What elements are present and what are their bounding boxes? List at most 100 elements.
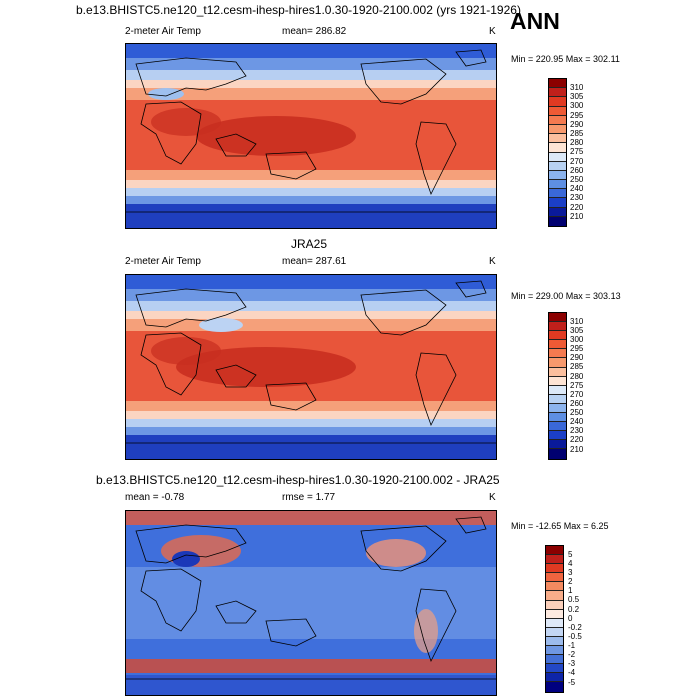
panel3-minmax: Min = -12.65 Max = 6.25 (511, 521, 609, 531)
coast-australia (265, 382, 317, 411)
warm-pool (196, 116, 356, 156)
panel3-cb-label: -0.2 (568, 623, 582, 632)
panel2-swatch (549, 367, 566, 377)
panel2-swatch (549, 431, 566, 441)
band-antarctica (126, 204, 496, 228)
season-label: ANN (510, 8, 560, 34)
panel1-swatch (549, 115, 566, 125)
band-mild-south (126, 180, 496, 190)
panel1-cb-label: 295 (570, 111, 584, 120)
panel2-left-label: 2-meter Air Temp (125, 256, 201, 267)
panel3-colorbar (545, 545, 564, 693)
band-subpolar-south (126, 196, 496, 206)
band-mild-north (126, 80, 496, 90)
panel2-swatch (549, 322, 566, 332)
panel1-swatch (549, 124, 566, 135)
panel3-map (125, 510, 497, 696)
panel3-swatch (546, 591, 563, 601)
band-subpolar-north (126, 58, 496, 72)
panel2-cb-label: 310 (570, 317, 584, 326)
panel2-swatch (549, 440, 566, 450)
panel3-swatch (546, 564, 563, 574)
panel1-swatch (549, 207, 566, 217)
panel2-cb-label: 230 (570, 426, 584, 435)
panel3-cb-label: -1 (568, 641, 576, 650)
coast-north-america (360, 58, 447, 105)
panel1-map-svg (126, 44, 496, 228)
band-warm-south (126, 401, 496, 413)
tibet-cold-spot (199, 318, 243, 332)
panel2-swatch (549, 422, 566, 432)
panel3-cb-label: -4 (568, 668, 576, 677)
panel2-colorbar (548, 312, 567, 460)
panel2-minmax: Min = 229.00 Max = 303.13 (511, 291, 621, 301)
panel2-map (125, 274, 497, 460)
panel1-cb-label: 220 (570, 203, 584, 212)
panel3-swatch (546, 600, 563, 610)
panel1-map (125, 43, 497, 229)
panel3-title: b.e13.BHISTC5.ne120_t12.cesm-ihesp-hires… (96, 473, 500, 487)
panel1-swatch (549, 134, 566, 144)
coast-eurasia (135, 288, 247, 328)
coastlines (126, 49, 496, 213)
africa-hot-spot (151, 108, 221, 136)
panel3-map-svg (126, 511, 496, 695)
panel2-swatch (549, 331, 566, 341)
panel2-swatch (549, 349, 566, 359)
panel1-cb-label: 290 (570, 120, 584, 129)
panel3-cb-label: 4 (568, 559, 573, 568)
panel2-swatch (549, 385, 566, 395)
panel3-swatch (546, 664, 563, 674)
panel1-swatch (549, 97, 566, 107)
warm-pool (176, 347, 356, 387)
panel3-rmse-label: rmse = 1.77 (282, 492, 336, 503)
panel3-cb-label: -5 (568, 678, 576, 687)
panel2-cb-label: 285 (570, 362, 584, 371)
panel1-cb-label: 270 (570, 157, 584, 166)
panel3-swatch (546, 636, 563, 647)
panel2-cb-label: 280 (570, 372, 584, 381)
panel1-cb-label: 285 (570, 129, 584, 138)
coast-south-america (415, 352, 457, 427)
diff-samerica (414, 609, 438, 653)
panel2-cb-label: 295 (570, 344, 584, 353)
diff-eurasia-warm (161, 535, 241, 567)
panel2-cb-label: 275 (570, 381, 584, 390)
panel1-swatch (549, 161, 566, 171)
panel2-swatch (549, 403, 566, 414)
panel2-swatch (549, 376, 566, 386)
panel1-cb-label: 240 (570, 184, 584, 193)
band-warm-north (126, 88, 496, 102)
panel3-cb-label: 0.5 (568, 595, 580, 604)
coast-eurasia (135, 524, 247, 564)
panel3-swatch (546, 555, 563, 565)
panel3-cb-label: -2 (568, 650, 576, 659)
panel1-colorbar (548, 78, 567, 227)
coast-africa (140, 568, 202, 632)
panel3-swatch (546, 627, 563, 637)
diff-namerica-warm (366, 539, 426, 567)
panel1-swatch (549, 79, 566, 89)
panel2-swatch (549, 449, 566, 459)
panel3-cb-label: 2 (568, 577, 573, 586)
panel2-cb-label: 300 (570, 335, 584, 344)
coastlines (126, 280, 496, 444)
band-mild-north (126, 311, 496, 321)
panel1-cb-label: 210 (570, 212, 584, 221)
panel2-cb-label: 290 (570, 353, 584, 362)
diff-tibet-cold (172, 551, 200, 567)
band-cool-south (126, 419, 496, 429)
panel1-cb-label: 250 (570, 175, 584, 184)
panel2-swatch (549, 313, 566, 323)
panel3-swatch (546, 673, 563, 683)
panel3-swatch (546, 609, 563, 619)
panel1-swatch (549, 152, 566, 162)
coast-south-america (415, 588, 457, 663)
diff-antarctica (126, 675, 496, 695)
figure-title: b.e13.BHISTC5.ne120_t12.cesm-ihesp-hires… (76, 3, 521, 17)
panel1-swatch (549, 216, 566, 226)
panel1-cb-label: 305 (570, 92, 584, 101)
coast-north-america (360, 289, 447, 336)
coast-eurasia (135, 57, 247, 97)
band-subpolar-south (126, 427, 496, 437)
